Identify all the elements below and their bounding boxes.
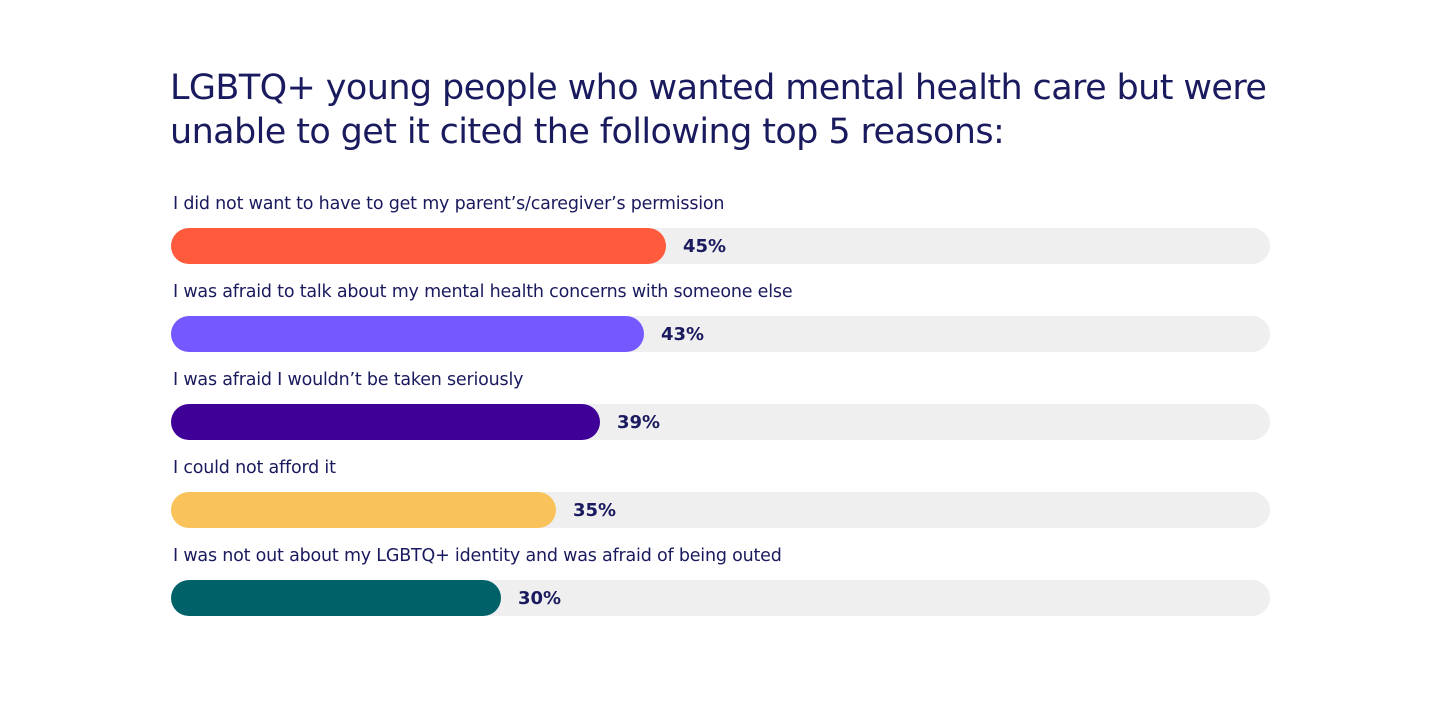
value-label: 30% (518, 588, 562, 609)
bar-row: I was afraid to talk about my mental hea… (171, 278, 1271, 366)
value-label: 35% (573, 500, 617, 521)
value-label: 43% (661, 324, 705, 345)
chart-title: LGBTQ+ young people who wanted mental he… (170, 68, 1267, 152)
bar-row: I was afraid I wouldn’t be taken serious… (171, 366, 1271, 454)
bar-track (171, 316, 1270, 352)
bar-row: I did not want to have to get my parent’… (171, 190, 1271, 278)
bar (171, 404, 600, 440)
bar-track (171, 228, 1270, 264)
value-label: 45% (683, 236, 727, 257)
bar (171, 580, 501, 616)
bar (171, 228, 666, 264)
category-label: I could not afford it (173, 458, 336, 478)
category-label: I was afraid I wouldn’t be taken serious… (173, 370, 524, 390)
bar (171, 492, 556, 528)
category-label: I was afraid to talk about my mental hea… (173, 282, 793, 302)
category-label: I was not out about my LGBTQ+ identity a… (173, 546, 782, 566)
category-label: I did not want to have to get my parent’… (173, 194, 725, 214)
bar-track (171, 404, 1270, 440)
value-label: 39% (617, 412, 661, 433)
bar-track (171, 580, 1270, 616)
bar (171, 316, 644, 352)
bar-row: I could not afford it 35% (171, 454, 1271, 542)
bar-track (171, 492, 1270, 528)
bar-chart: I did not want to have to get my parent’… (171, 190, 1271, 630)
bar-row: I was not out about my LGBTQ+ identity a… (171, 542, 1271, 630)
